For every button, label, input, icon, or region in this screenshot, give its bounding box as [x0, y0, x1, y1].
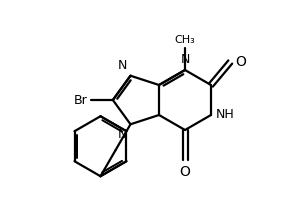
- Text: NH: NH: [216, 109, 235, 121]
- Text: Br: Br: [74, 93, 88, 106]
- Text: O: O: [180, 165, 190, 179]
- Text: O: O: [235, 55, 246, 69]
- Text: N: N: [118, 128, 127, 141]
- Text: CH₃: CH₃: [175, 35, 196, 45]
- Text: N: N: [118, 59, 127, 72]
- Text: N: N: [180, 53, 190, 66]
